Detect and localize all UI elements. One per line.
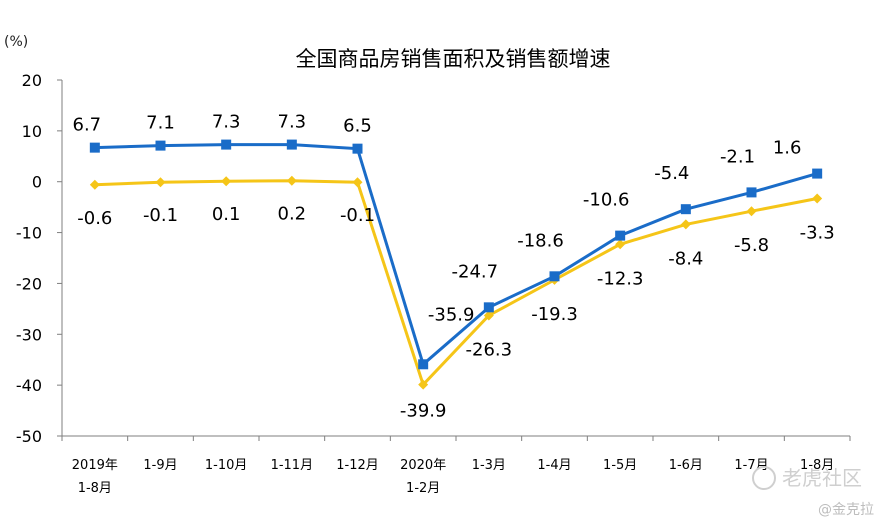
series-markers <box>89 139 823 390</box>
y-tick-label: -20 <box>16 274 42 293</box>
data-label: -35.9 <box>428 304 475 325</box>
y-tick-label: 10 <box>22 122 42 141</box>
data-label: 7.1 <box>146 113 175 134</box>
watermark-brand: 老虎社区 <box>782 466 862 490</box>
x-tick-label: 2019年 <box>72 458 118 473</box>
series-2-point <box>680 219 691 230</box>
chart-title: 全国商品房销售面积及销售额增速 <box>296 47 611 71</box>
data-label: -0.6 <box>77 208 112 229</box>
series-line-2 <box>94 179 818 388</box>
x-tick-label: 1-3月 <box>472 458 506 473</box>
data-label: -0.1 <box>143 205 178 226</box>
series-1-point <box>352 143 363 154</box>
data-label: 0.2 <box>278 204 307 225</box>
data-label: -19.3 <box>531 304 578 325</box>
series-1-point <box>483 302 494 313</box>
y-tick-label: -30 <box>16 325 42 344</box>
series-2-point <box>89 179 100 190</box>
series-2-point <box>812 193 823 204</box>
watermark-author: @金克拉 <box>818 502 874 518</box>
y-tick-label: 20 <box>22 71 42 90</box>
data-label: -10.6 <box>583 190 630 211</box>
data-label: 6.7 <box>73 115 102 136</box>
x-tick-label: 1-6月 <box>669 458 703 473</box>
series-1-point <box>812 168 823 179</box>
x-tick-label: 2020年 <box>400 458 446 473</box>
series-1-point <box>680 204 691 215</box>
series-2-point <box>615 239 626 250</box>
x-tick-label: 1-4月 <box>537 458 571 473</box>
data-label: 6.5 <box>343 116 372 137</box>
series-2-point <box>746 206 757 217</box>
y-tick-label: -10 <box>16 224 42 243</box>
series-2-point <box>352 177 363 188</box>
axes <box>61 80 850 437</box>
data-label: 0.1 <box>212 204 241 225</box>
x-tick-label: 1-8月 <box>800 458 834 473</box>
data-label: -39.9 <box>400 401 447 422</box>
series-1-point <box>221 139 232 150</box>
series-2-point <box>221 176 232 187</box>
unit-label: (%) <box>4 34 28 50</box>
series-1-point <box>615 230 626 241</box>
data-label: -2.1 <box>720 146 755 167</box>
series-1-point <box>549 271 560 282</box>
data-label: -18.6 <box>517 230 564 251</box>
y-axis-ticks: 20 10 0 -10 -20 -30 -40 -50 <box>16 71 62 446</box>
tiger-logo-icon <box>752 466 776 490</box>
data-label: 7.3 <box>278 112 307 133</box>
x-tick-label: 1-7月 <box>734 458 768 473</box>
series-1-point <box>418 359 429 370</box>
x-tick-label: 1-12月 <box>336 458 379 473</box>
data-label: -3.3 <box>800 222 835 243</box>
series-lines <box>94 143 818 388</box>
x-axis-ticks: 2019年 1-8月 1-9月 1-10月 1-11月 1-12月 2020年 1-2月 1-3… <box>61 436 851 496</box>
y-tick-label: -40 <box>16 376 42 395</box>
data-label: -12.3 <box>597 268 644 289</box>
series-1-point <box>286 139 297 150</box>
series-line-1 <box>94 143 818 367</box>
x-tick-label: 1-2月 <box>406 481 440 496</box>
data-label: -0.1 <box>340 205 375 226</box>
watermark: 老虎社区 @金克拉 <box>752 466 874 518</box>
series-1-point <box>155 140 166 151</box>
series-2-point <box>155 177 166 188</box>
x-tick-label: 1-10月 <box>205 458 248 473</box>
x-tick-label: 1-8月 <box>78 481 112 496</box>
data-label: -8.4 <box>668 248 703 269</box>
series-2-point <box>418 379 429 390</box>
series-1-point <box>89 142 100 153</box>
x-tick-label: 1-11月 <box>271 458 314 473</box>
series-2-point <box>286 175 297 186</box>
data-label: 1.6 <box>773 138 802 159</box>
x-tick-label: 1-5月 <box>603 458 637 473</box>
data-label: -5.4 <box>654 163 689 184</box>
x-tick-label: 1-9月 <box>143 458 177 473</box>
y-tick-label: 0 <box>32 173 42 192</box>
series-1-point <box>746 187 757 198</box>
data-label: -24.7 <box>452 261 499 282</box>
data-label: 7.3 <box>212 112 241 133</box>
data-label: -26.3 <box>466 339 513 360</box>
data-labels: 6.7 7.1 7.3 7.3 6.5 -35.9 -24.7 -18.6 -10.6 -5.4 -… <box>73 112 835 422</box>
series-2-point <box>483 310 494 321</box>
y-tick-label: -50 <box>16 427 42 446</box>
data-label: -5.8 <box>734 235 769 256</box>
